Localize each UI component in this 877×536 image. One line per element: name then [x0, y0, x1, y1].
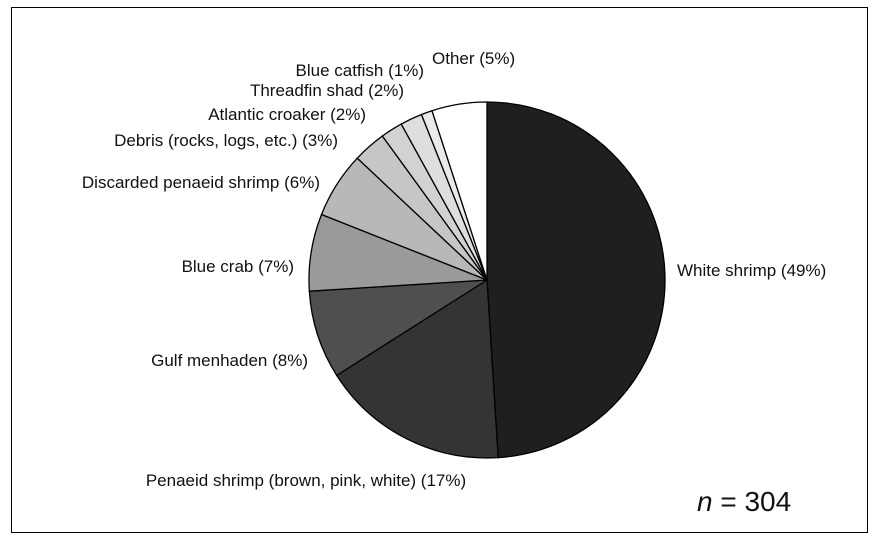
slice-label: Blue catfish (1%): [296, 61, 425, 80]
pie-slices: [308, 101, 666, 459]
slice-label: Penaeid shrimp (brown, pink, white) (17%…: [146, 471, 466, 490]
sample-size-annotation: n = 304: [697, 486, 791, 517]
pie-slice: [431, 101, 488, 281]
pie-slice: [308, 279, 488, 377]
slice-labels: White shrimp (49%) Penaeid shrimp (brown,…: [82, 49, 826, 490]
slice-label: Threadfin shad (2%): [250, 81, 404, 100]
slice-label: Discarded penaeid shrimp (6%): [82, 173, 320, 192]
slice-label: Gulf menhaden (8%): [151, 351, 308, 370]
sample-size-symbol: n: [697, 486, 713, 517]
sample-size-value: = 304: [713, 486, 792, 517]
slice-label: Blue crab (7%): [182, 257, 294, 276]
slice-label: White shrimp (49%): [677, 261, 826, 280]
slice-label: Atlantic croaker (2%): [208, 105, 366, 124]
slice-label: Debris (rocks, logs, etc.) (3%): [114, 131, 338, 150]
pie-slice: [335, 278, 499, 459]
slice-label: Other (5%): [432, 49, 515, 68]
pie-slice: [486, 101, 666, 459]
